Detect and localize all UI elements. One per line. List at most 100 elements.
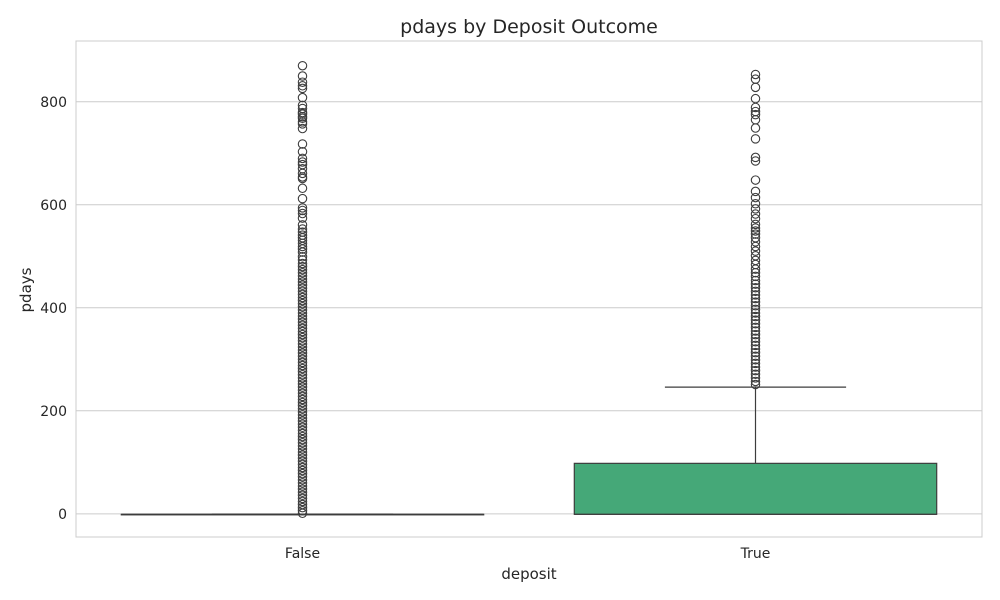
outlier-point-false (297, 447, 308, 457)
outlier-point-false (297, 268, 308, 278)
outlier-point-false (297, 298, 308, 309)
outlier-point-false (297, 508, 308, 519)
outlier-point-true (750, 241, 761, 252)
outlier-point-true (750, 282, 761, 293)
outlier-point-true (750, 237, 761, 247)
outlier-point-true (750, 192, 761, 203)
outlier-point-false (297, 385, 308, 395)
outlier-point-false (297, 484, 308, 494)
outlier-point-false (297, 394, 308, 405)
outlier-point-false (297, 379, 308, 389)
outlier-point-true (750, 304, 761, 315)
outlier-point-false (297, 465, 308, 476)
outlier-point-false (297, 83, 308, 94)
outlier-point-false (297, 388, 308, 399)
outlier-point-false (297, 289, 308, 300)
outlier-point-false (297, 280, 308, 290)
x-tick-label-true: True (740, 546, 771, 562)
outlier-point-false (297, 146, 308, 157)
outlier-point-false (297, 277, 308, 287)
y-tick-label: 400 (40, 301, 67, 317)
outlier-point-true (750, 351, 761, 361)
outlier-point-false (297, 183, 308, 194)
outlier-point-false (297, 320, 308, 331)
outlier-point-true (750, 219, 761, 230)
y-tick-label: 0 (58, 507, 67, 523)
outlier-point-true (750, 204, 761, 214)
outlier-point-false (297, 351, 308, 361)
outlier-point-false (297, 305, 308, 315)
outlier-point-true (750, 293, 761, 304)
outlier-point-false (297, 264, 308, 275)
outlier-point-false (297, 475, 308, 485)
outlier-point-false (297, 468, 308, 479)
outlier-point-false (297, 478, 308, 488)
outlier-point-false (297, 168, 308, 179)
outlier-point-false (297, 456, 308, 467)
outlier-point-false (297, 336, 308, 346)
outlier-point-false (297, 153, 308, 164)
outlier-point-true (750, 286, 761, 297)
outlier-point-false (297, 363, 308, 374)
outlier-point-false (297, 370, 308, 380)
outlier-point-false (297, 60, 308, 71)
outlier-point-false (297, 404, 308, 414)
plot-area: 0 200 400 600 800 False True (40, 40, 983, 562)
outlier-point-true (750, 271, 761, 282)
y-tick-label: 800 (40, 95, 67, 111)
outlier-point-true (750, 290, 761, 300)
outlier-point-false (297, 119, 308, 129)
outlier-point-false (297, 311, 308, 321)
outlier-point-false (297, 203, 308, 213)
outlier-point-false (297, 481, 308, 491)
outlier-point-false (297, 366, 308, 377)
outlier-point-true (750, 115, 761, 125)
outlier-point-false (297, 413, 308, 423)
outlier-point-false (297, 326, 308, 337)
outlier-point-false (297, 317, 308, 327)
outlier-point-false (297, 493, 308, 504)
outlier-point-false (297, 422, 308, 433)
outlier-point-false (297, 109, 308, 119)
outlier-point-false (297, 400, 308, 411)
outlier-point-true (750, 373, 761, 383)
outlier-point-true (750, 246, 761, 256)
outlier-point-true (750, 264, 761, 274)
outlier-point-false (297, 360, 308, 371)
outlier-point-true (750, 311, 761, 322)
outlier-point-false (297, 332, 308, 343)
outlier-point-false (297, 339, 308, 349)
outlier-point-true (750, 300, 761, 311)
outlier-point-false (297, 502, 308, 513)
outlier-point-true (750, 333, 761, 343)
outlier-point-true (750, 213, 761, 224)
outlier-point-false (297, 354, 308, 365)
outlier-point-false (297, 77, 308, 87)
outlier-point-false (297, 323, 308, 334)
y-tick-label: 600 (40, 198, 67, 214)
outlier-point-true (750, 226, 761, 236)
outlier-point-false (297, 357, 308, 368)
outlier-point-true (750, 268, 761, 278)
outlier-point-false (297, 505, 308, 516)
outlier-point-false (297, 213, 308, 223)
outlier-point-false (297, 308, 308, 318)
outlier-point-true (750, 69, 761, 80)
outlier-point-true (750, 199, 761, 209)
outlier-point-false (297, 241, 308, 252)
outlier-point-false (297, 258, 308, 269)
outlier-point-false (297, 441, 308, 451)
outlier-point-true (750, 109, 761, 120)
box-true (573, 462, 938, 515)
outlier-point-false (297, 471, 308, 482)
outlier-point-false (297, 397, 308, 408)
outlier-point-true (750, 329, 761, 340)
outlier-point-true (750, 369, 761, 379)
outlier-point-false (297, 391, 308, 402)
outlier-point-false (297, 255, 308, 265)
outlier-point-false (297, 274, 308, 284)
outlier-point-false (297, 208, 308, 219)
outlier-point-false (297, 407, 308, 417)
outlier-point-true (750, 152, 761, 163)
outlier-point-false (297, 81, 308, 91)
